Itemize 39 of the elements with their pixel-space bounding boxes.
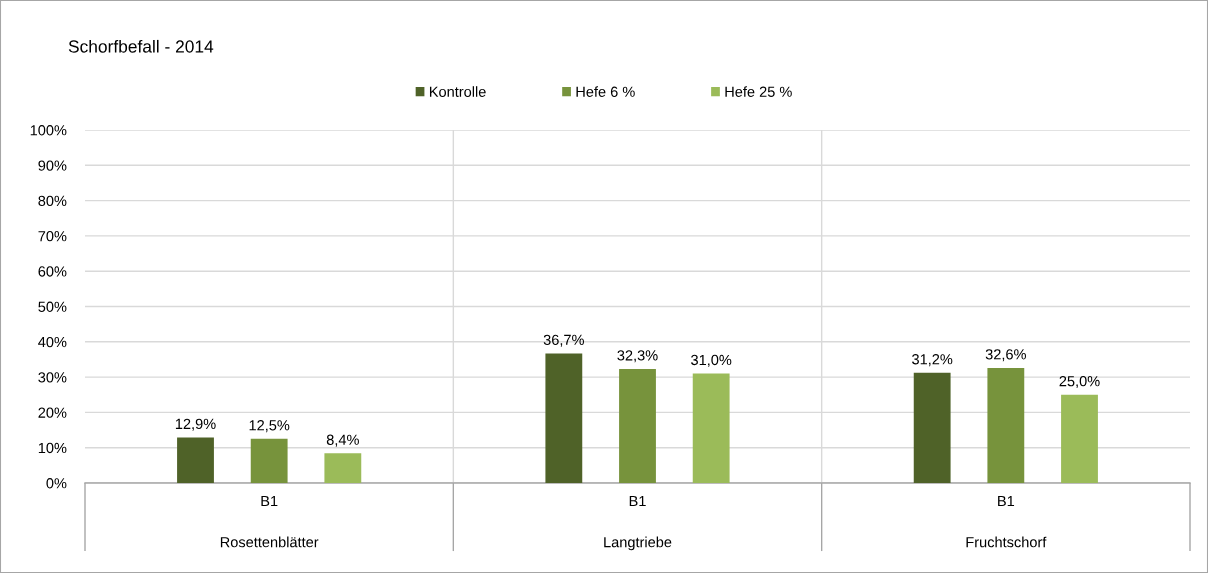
bar bbox=[913, 372, 951, 483]
text: Langtriebe bbox=[604, 536, 672, 551]
bar bbox=[545, 353, 583, 483]
y-tick-label: 100% bbox=[30, 125, 67, 136]
data-label: 25,0% bbox=[1059, 375, 1100, 389]
y-tick-label: 90% bbox=[38, 160, 67, 171]
y-tick-label: 30% bbox=[38, 372, 67, 383]
data-label: 12,5% bbox=[249, 420, 290, 433]
y-tick-label: 40% bbox=[38, 336, 67, 348]
legend-label: Hefe 6 % bbox=[576, 86, 635, 97]
bar bbox=[619, 368, 656, 483]
data-label: 32,6% bbox=[985, 349, 1026, 362]
text: Rosettenblätter bbox=[220, 536, 319, 548]
chart-title: Schorfbefall - 2014 bbox=[68, 39, 214, 53]
y-tick-label: 50% bbox=[38, 301, 67, 312]
y-tick-label: 80% bbox=[38, 195, 67, 207]
legend-label: Kontrolle bbox=[429, 86, 486, 97]
data-label: 12,9% bbox=[175, 418, 216, 431]
y-tick-label: 0% bbox=[46, 478, 67, 489]
data-label: 31,0% bbox=[691, 354, 732, 367]
bar bbox=[987, 367, 1025, 483]
x-tick-label: B1 bbox=[261, 496, 278, 507]
y-tick-label: 10% bbox=[38, 442, 67, 454]
x-tick-label: B1 bbox=[629, 496, 646, 507]
data-label: 31,2% bbox=[912, 354, 953, 367]
y-tick-label: 70% bbox=[38, 231, 67, 242]
bar bbox=[250, 438, 288, 483]
legend-label: Hefe 25 % bbox=[725, 86, 792, 97]
data-label: 36,7% bbox=[543, 334, 584, 347]
bar bbox=[692, 373, 730, 483]
bar bbox=[324, 453, 362, 483]
bar bbox=[1061, 394, 1098, 483]
y-tick-label: 20% bbox=[38, 407, 67, 418]
data-label: 8,4% bbox=[326, 434, 359, 447]
data-label: 32,3% bbox=[617, 350, 658, 363]
text: Fruchtschorf bbox=[966, 536, 1047, 548]
x-tick-label: B1 bbox=[998, 496, 1015, 507]
y-tick-label: 60% bbox=[38, 266, 67, 277]
bar bbox=[177, 437, 214, 483]
